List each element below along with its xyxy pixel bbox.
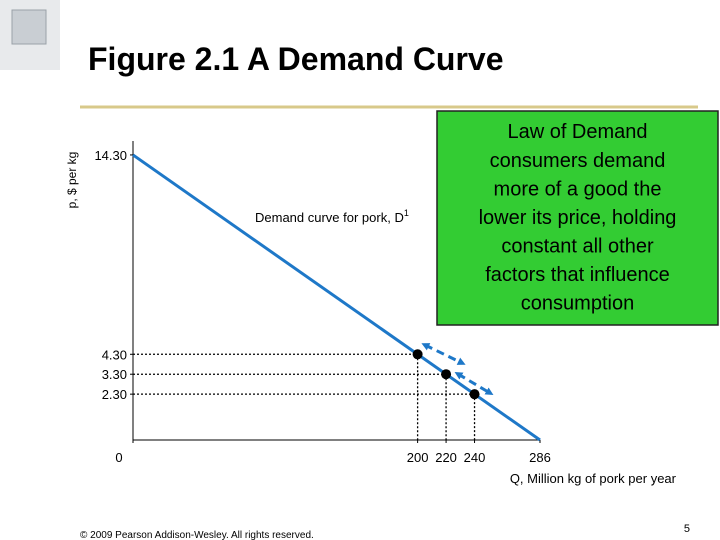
point [441, 369, 452, 380]
curve-label: Demand curve for pork, D1 [255, 208, 409, 225]
callout-title: Law of Demand [507, 121, 647, 143]
page-number: 5 [684, 523, 690, 535]
y-axis-label: p, $ per kg [65, 152, 79, 209]
slide-title: Figure 2.1 A Demand Curve [88, 41, 504, 77]
callout-box [436, 110, 719, 326]
callout-line: more of a good the [494, 179, 662, 201]
x-axis-label: Q, Million kg of pork per year [510, 471, 677, 486]
curve-label-sup: 1 [404, 208, 409, 218]
move-arrow [421, 343, 466, 365]
x-tick-label: 220 [435, 450, 457, 465]
x-tick-label: 286 [529, 450, 551, 465]
curve-label-text: Demand curve for pork, D [255, 210, 404, 225]
y-tick-label: 4.30 [102, 347, 127, 362]
callout-line: lower its price, holding [479, 207, 677, 229]
callout-line: factors that influence [485, 264, 670, 286]
y-tick-label: 3.30 [102, 367, 127, 382]
y-tick-label: 2.30 [102, 387, 127, 402]
point [469, 389, 480, 400]
x-tick-label: 240 [464, 450, 486, 465]
footer: © 2009 Pearson Addison-Wesley. All right… [80, 530, 314, 540]
move-arrow [454, 371, 494, 396]
callout-line: consumers demand [490, 150, 666, 172]
x-tick-label: 200 [407, 450, 429, 465]
callout-line: consumption [521, 293, 634, 315]
callout-line: constant all other [501, 236, 654, 258]
cube-icon [11, 9, 47, 45]
point [412, 349, 423, 360]
x-tick-label: 0 [115, 450, 122, 465]
y-tick-label: 14.30 [94, 148, 127, 163]
